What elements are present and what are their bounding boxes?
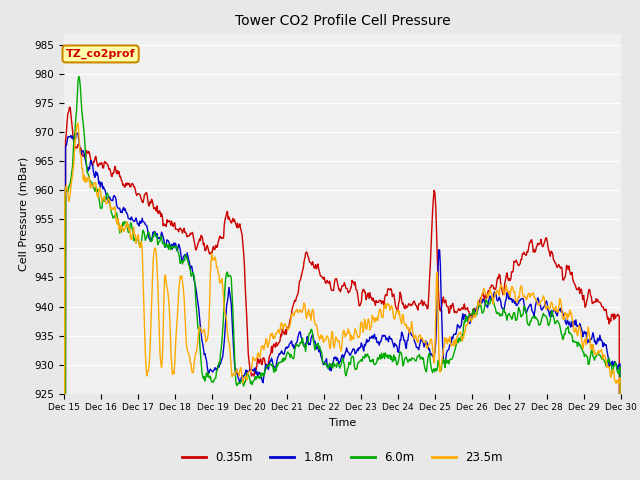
Legend: 0.35m, 1.8m, 6.0m, 23.5m: 0.35m, 1.8m, 6.0m, 23.5m xyxy=(177,446,508,469)
Y-axis label: Cell Pressure (mBar): Cell Pressure (mBar) xyxy=(19,156,29,271)
Text: TZ_co2prof: TZ_co2prof xyxy=(66,49,135,59)
X-axis label: Time: Time xyxy=(329,418,356,428)
Title: Tower CO2 Profile Cell Pressure: Tower CO2 Profile Cell Pressure xyxy=(235,14,450,28)
